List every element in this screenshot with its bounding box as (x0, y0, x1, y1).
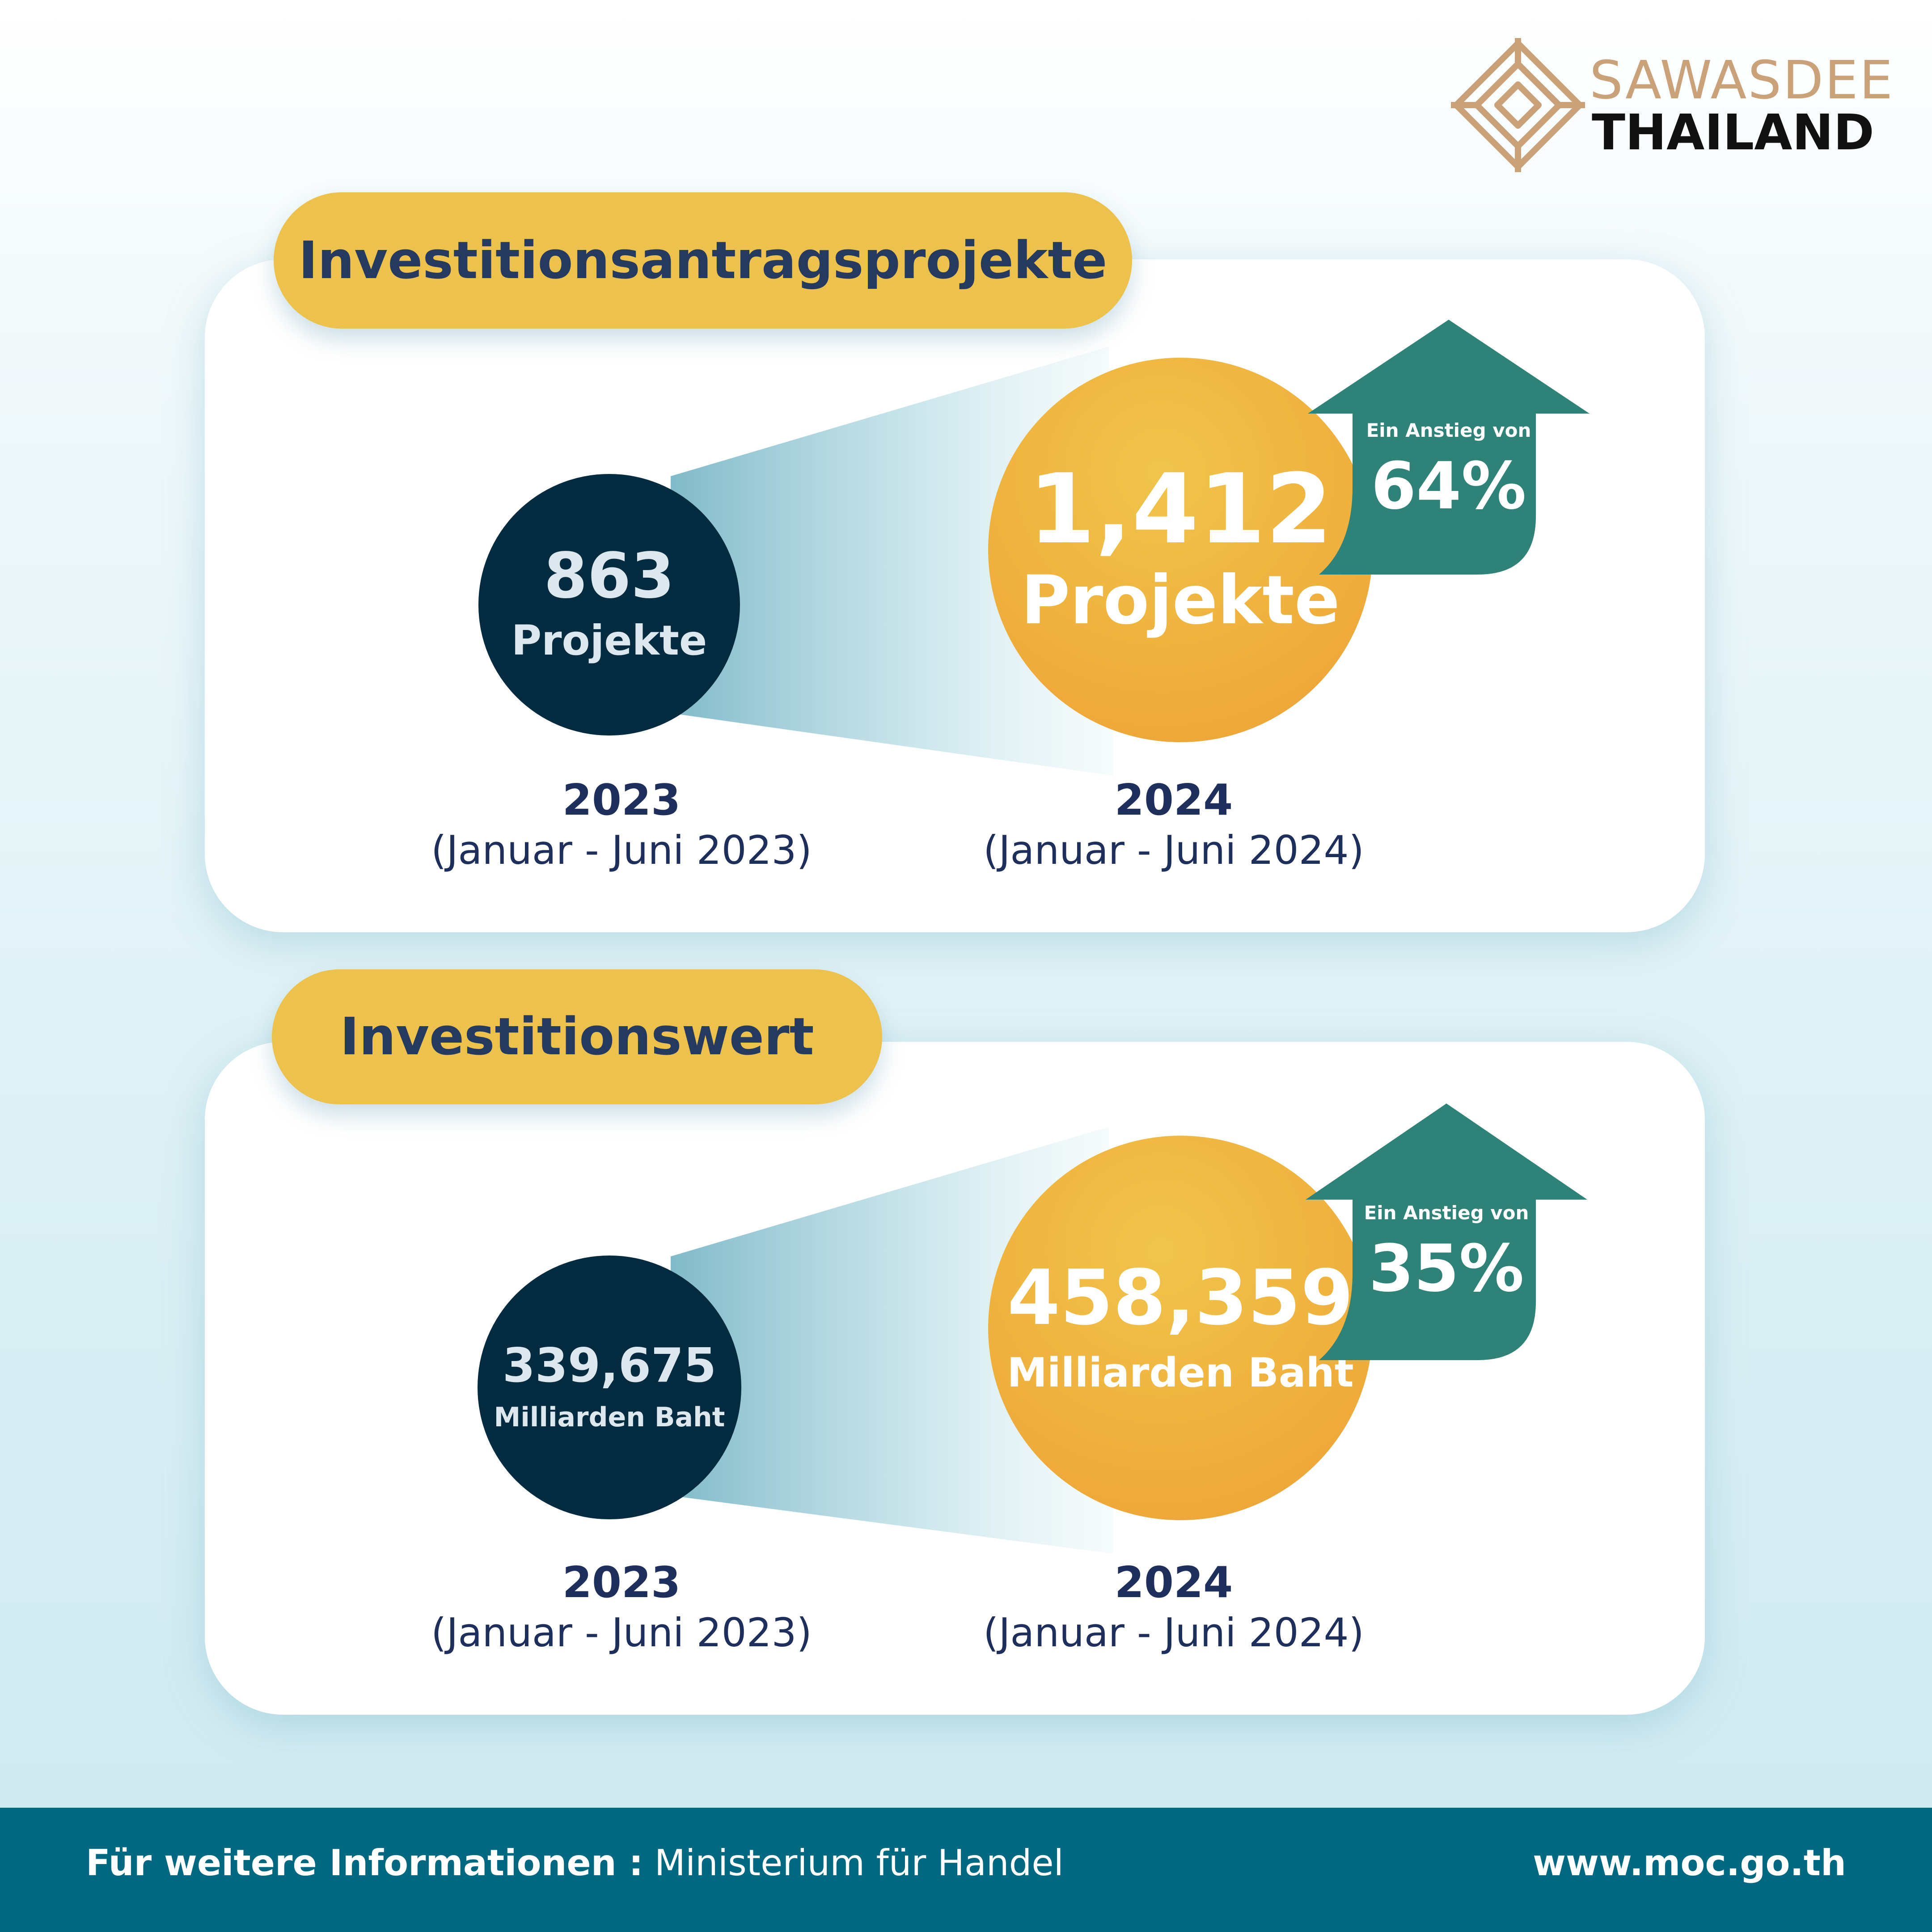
year-2023-projects: 2023 (562, 776, 681, 825)
beam-value (671, 1127, 1113, 1554)
value-2023-value: 339,675 (502, 1338, 717, 1393)
year-2024-value: 2024 (1114, 1558, 1233, 1607)
unit-2023-projects: Projekte (511, 617, 707, 664)
value-2023-projects: 863 (544, 540, 675, 613)
beam-projects (671, 347, 1113, 776)
increase-label-value: Ein Anstieg von (1364, 1202, 1529, 1224)
value-circle-2023-value: 339,675 Milliarden Baht (478, 1256, 741, 1519)
period-2024-projects: (Januar - Juni 2024) (983, 827, 1364, 873)
unit-2024-projects: Projekte (1021, 561, 1340, 639)
value-circle-2024-projects: 1,412 Projekte (988, 358, 1373, 742)
section-title-projects: Investitionsantragsprojekte (274, 192, 1132, 329)
period-2024-value: (Januar - Juni 2024) (983, 1610, 1364, 1656)
sawasdee-thailand-logo-icon (1451, 38, 1585, 172)
section-title-value: Investitionswert (272, 969, 882, 1104)
increase-value-value: 35% (1369, 1231, 1524, 1306)
footer-info: Für weitere Informationen : Ministerium … (86, 1842, 1064, 1884)
value-2024-projects: 1,412 (1028, 452, 1333, 565)
year-2023-value: 2023 (562, 1558, 681, 1607)
footer-info-source: Ministerium für Handel (654, 1842, 1064, 1884)
brand-name-line2: THAILAND (1592, 104, 1874, 161)
unit-2024-value: Milliarden Baht (1007, 1349, 1354, 1396)
footer-website-link[interactable]: www.moc.go.th (1533, 1842, 1846, 1884)
brand-name-line1: SAWASDEE (1590, 49, 1894, 111)
footer-info-label: Für weitere Informationen : (86, 1842, 643, 1884)
value-2024-value: 458,359 (1007, 1253, 1354, 1342)
period-2023-value: (Januar - Juni 2023) (431, 1610, 812, 1656)
value-circle-2024-value: 458,359 Milliarden Baht (988, 1136, 1373, 1520)
year-2024-projects: 2024 (1114, 776, 1233, 825)
increase-value-projects: 64% (1371, 448, 1526, 524)
period-2023-projects: (Januar - Juni 2023) (431, 827, 812, 873)
value-circle-2023-projects: 863 Projekte (478, 474, 740, 736)
increase-label-projects: Ein Anstieg von (1366, 419, 1531, 441)
footer-bar (0, 1808, 1932, 1932)
unit-2023-value: Milliarden Baht (494, 1401, 725, 1433)
